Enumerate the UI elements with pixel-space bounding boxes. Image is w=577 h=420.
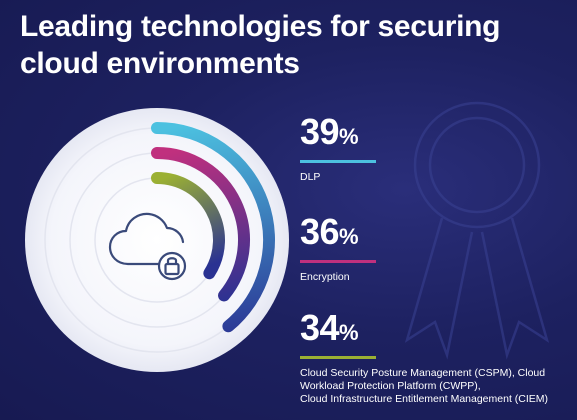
chart-disk (25, 108, 289, 372)
award-badge-watermark-icon (404, 101, 550, 360)
cloud-lock-icon (108, 212, 187, 281)
stat-value: 34% (300, 307, 359, 348)
bar-cspm-cwpp-ciem (151, 172, 225, 280)
page-title: Leading technologies for securing cloud … (20, 8, 540, 82)
stat-value: 36% (300, 211, 359, 252)
stat-underline (300, 160, 376, 163)
stat-value: 39% (300, 111, 359, 152)
bar-dlp (151, 122, 275, 333)
stat-dlp: 39% DLP (300, 112, 570, 184)
stat-cspm-cwpp-ciem: 34% Cloud Security Posture Management (C… (300, 308, 570, 406)
title-line-1: Leading technologies for securing (20, 10, 501, 43)
title-line-2: cloud environments (20, 47, 300, 80)
stat-label: DLP (300, 171, 321, 183)
stat-label-line: Cloud Infrastructure Entitlement Managem… (300, 393, 549, 405)
stat-label: Encryption (300, 271, 350, 283)
stat-label-line: Cloud Security Posture Management (CSPM)… (300, 367, 546, 379)
stat-label-line: Workload Protection Platform (CWPP), (300, 380, 481, 392)
stat-underline (300, 260, 376, 263)
stat-encryption: 36% Encryption (300, 212, 570, 284)
stat-underline (300, 356, 376, 359)
stat-label: Cloud Security Posture Management (CSPM)… (300, 367, 570, 406)
bar-encryption (151, 147, 250, 302)
